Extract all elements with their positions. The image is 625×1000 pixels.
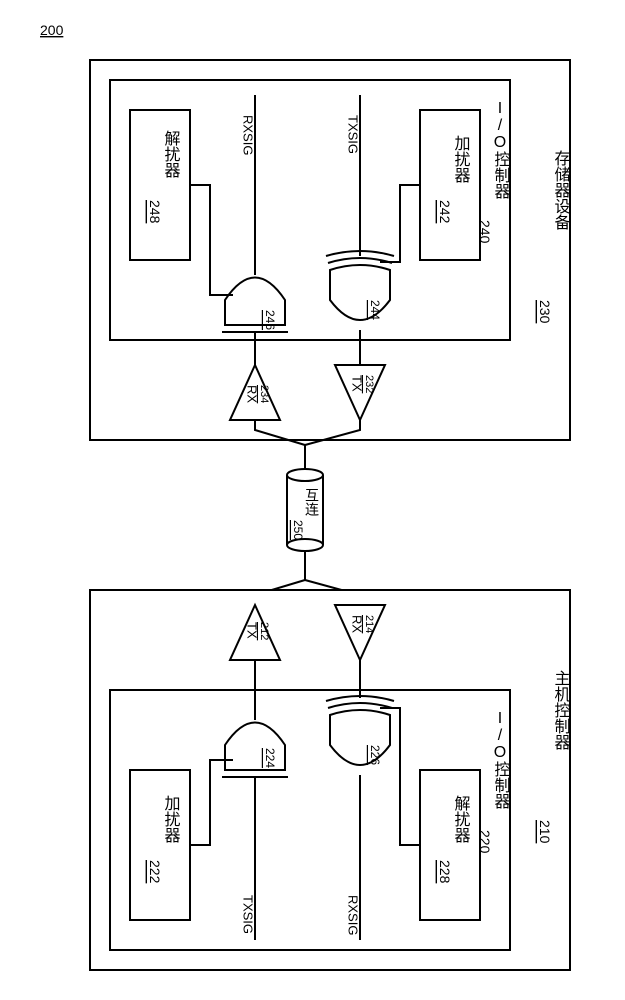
host-rxsig-label: RXSIG [346,895,361,935]
storage-scrambler-ref: 242 [437,200,453,224]
host-io-title: I/O控制器 [492,710,511,809]
host-descrambler-box [420,770,480,920]
storage-ref: 230 [537,300,553,324]
host-title: 主机控制器 [552,670,571,750]
storage-txsig-label: TXSIG [346,115,361,154]
host-txsig-label: TXSIG [241,895,256,934]
storage-title: 存储器设备 [552,150,571,230]
interconnect-label: 互连 [304,488,320,517]
storage-scrambler-box [420,110,480,260]
storage-descrambler-title: 解扰器 [162,130,181,178]
host-xor-rx-ref: 226 [368,745,382,765]
host-scrambler-box [130,770,190,920]
host-descrambler-title: 解扰器 [452,795,471,843]
host-ref: 210 [537,820,553,844]
host-rx-ref: 214 [363,615,375,633]
interconnect-ref: 250 [291,520,305,540]
storage-scrambler-title: 加扰器 [452,135,471,183]
storage-io-title: I/O控制器 [492,100,511,199]
host-descrambler-ref: 228 [437,860,453,884]
storage-tx-ref: 232 [363,375,375,393]
storage-descrambler-box [130,110,190,260]
storage-rxsig-label: RXSIG [241,115,256,155]
host-scrambler-ref: 222 [147,860,163,884]
diagram-canvas: 200 存储器设备 230 I/O控制器 240 解扰器 248 加扰器 242… [0,0,625,1000]
host-xor-tx-ref: 224 [263,748,277,768]
fig-ref-200: 200 [40,22,64,38]
storage-xor-tx-ref: 244 [368,300,382,320]
host-tx-ref: 212 [258,622,270,640]
storage-xor-rx-ref: 246 [263,310,277,330]
storage-descrambler-ref: 248 [147,200,163,224]
storage-rx-ref: 234 [258,385,270,403]
host-scrambler-title: 加扰器 [162,795,181,843]
